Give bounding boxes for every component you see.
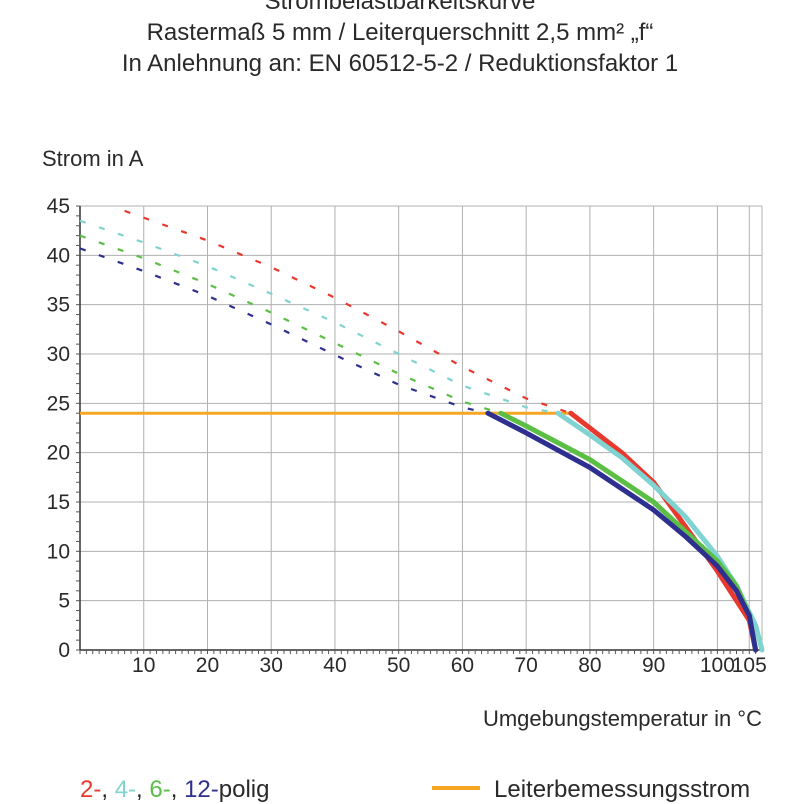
x-tick-label: 20 [196, 654, 219, 677]
y-tick-label: 25 [47, 392, 70, 415]
legend-polig-suffix: polig [218, 776, 270, 803]
series-4-polig-dashed [79, 219, 559, 415]
legend-rated-current: Leiterbemessungsstrom [432, 776, 750, 804]
legend-separator: , [170, 776, 185, 803]
y-tick-label: 15 [47, 491, 70, 514]
legend-2-polig: 2- [80, 776, 102, 803]
x-tick-label: 70 [514, 654, 537, 677]
series-12-polig-dashed [79, 247, 489, 415]
x-tick-label: 100 [700, 654, 735, 677]
y-tick-label: 0 [58, 639, 70, 662]
x-axis-label: Umgebungstemperatur in °C [482, 706, 762, 731]
series-6-polig-dashed [79, 234, 502, 415]
legend-separator: , [136, 776, 150, 803]
legend-4-polig: 4- [114, 776, 137, 803]
series-4-polig-solid [555, 410, 765, 653]
legend-poles: 2-, 4-, 6-, 12-polig [80, 776, 269, 804]
legend-separator: , [101, 776, 115, 803]
x-tick-label: 50 [387, 654, 410, 677]
x-tick-label: 60 [451, 654, 474, 677]
x-tick-label: 40 [323, 654, 346, 677]
series-12-polig-solid [485, 410, 759, 653]
y-tick-label: 35 [47, 294, 70, 317]
y-tick-label: 5 [58, 590, 70, 613]
x-tick-label: 10 [132, 654, 155, 677]
y-tick-label: 30 [47, 343, 70, 366]
y-tick-label: 10 [47, 540, 70, 563]
y-tick-label: 40 [47, 244, 70, 267]
chart-title-block: Strombelastbarkeitskurve Rastermaß 5 mm … [0, 0, 800, 79]
y-tick-label: 45 [47, 195, 70, 218]
y-axis-label: Strom in A [42, 146, 144, 171]
x-tick-label: 30 [260, 654, 283, 677]
y-tick-label: 20 [47, 442, 70, 465]
legend-12-polig: 12- [184, 776, 219, 803]
legend-6-polig: 6- [149, 776, 171, 803]
legend-rated-current-swatch [432, 785, 480, 790]
chart-title: Strombelastbarkeitskurve [264, 0, 536, 15]
legend-rated-current-label: Leiterbemessungsstrom [494, 776, 751, 803]
series-2-polig-solid [568, 410, 759, 653]
chart-standard-note: In Anlehnung an: EN 60512-5-2 / Reduktio… [121, 50, 679, 77]
x-tick-label: 90 [642, 654, 665, 677]
chart-subtitle: Rastermaß 5 mm / Leiterquerschnitt 2,5 m… [146, 19, 654, 46]
series-2-polig-dashed [124, 209, 572, 415]
x-tick-label: 80 [578, 654, 601, 677]
x-tick-label: 105 [732, 654, 767, 677]
